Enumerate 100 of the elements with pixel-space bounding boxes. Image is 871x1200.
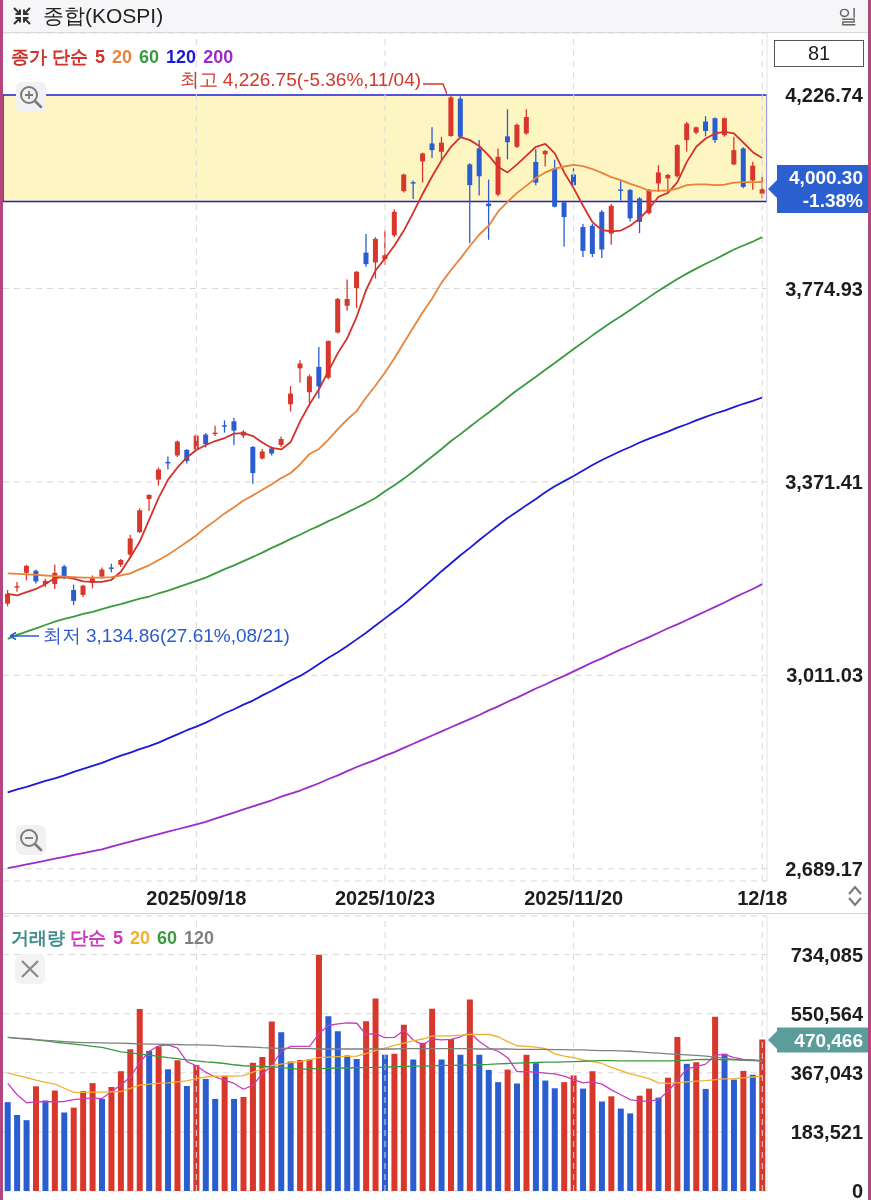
text: 일 xyxy=(838,5,858,27)
candlestick xyxy=(344,278,350,312)
y-tick-label: 3,371.41 xyxy=(785,470,863,493)
bar xyxy=(127,1049,134,1191)
text: 60 xyxy=(157,927,178,949)
candlestick xyxy=(288,385,294,413)
bar xyxy=(353,1058,360,1191)
bar xyxy=(344,1055,351,1191)
bar xyxy=(410,1059,417,1191)
text: 120 xyxy=(166,46,197,68)
candlestick xyxy=(410,179,416,200)
bar xyxy=(655,1097,662,1191)
bar xyxy=(551,1088,558,1191)
candlestick xyxy=(467,162,473,244)
bar xyxy=(542,1080,549,1191)
bar xyxy=(702,1088,709,1191)
line-series xyxy=(7,1036,763,1062)
bar xyxy=(617,1108,624,1191)
x-tick-label: 2025/11/20 xyxy=(524,887,624,909)
bar xyxy=(117,1071,124,1191)
bar xyxy=(466,999,473,1191)
bar xyxy=(683,1063,690,1191)
bar xyxy=(532,1063,539,1191)
bar xyxy=(693,1062,700,1191)
bar xyxy=(749,1074,756,1191)
bar xyxy=(259,1057,266,1191)
bar xyxy=(561,1082,568,1191)
bar xyxy=(14,1115,21,1191)
bar xyxy=(80,1091,87,1191)
bar xyxy=(476,1054,483,1191)
chart-title: 종합(KOSPI) xyxy=(43,4,164,27)
bar xyxy=(155,1046,162,1191)
bar xyxy=(51,1090,58,1191)
bar xyxy=(664,1077,671,1191)
candlestick xyxy=(71,583,77,606)
candlestick xyxy=(429,126,435,159)
bar xyxy=(712,1016,719,1191)
candlestick xyxy=(438,136,444,161)
bar xyxy=(165,1069,172,1191)
bar xyxy=(325,1016,332,1191)
bar xyxy=(146,1050,153,1191)
text: 5 xyxy=(95,46,106,68)
bar xyxy=(608,1096,615,1191)
bar xyxy=(457,1054,464,1191)
bar xyxy=(646,1088,653,1191)
legend-title: 종가 단순 xyxy=(11,47,89,67)
candlestick xyxy=(580,223,586,258)
candlestick xyxy=(306,373,312,404)
candlestick xyxy=(561,200,567,248)
bar xyxy=(231,1098,238,1191)
bar xyxy=(287,1061,294,1191)
bar xyxy=(23,1120,30,1191)
candlestick xyxy=(354,270,360,309)
bar xyxy=(589,1071,596,1191)
bar xyxy=(514,1083,521,1191)
bar xyxy=(32,1086,39,1191)
bar xyxy=(580,1088,587,1191)
bar xyxy=(495,1082,502,1191)
y-tick-label: 183,521 xyxy=(790,1120,863,1143)
candlestick xyxy=(533,148,539,186)
bar xyxy=(598,1101,605,1191)
bar xyxy=(429,1008,436,1191)
text: 20 xyxy=(130,927,151,949)
annotation: 최저 3,134.86(27.61%,08/21) xyxy=(42,625,290,647)
y-tick-label: 3,011.03 xyxy=(786,664,863,687)
candlestick xyxy=(372,236,378,280)
text: 60 xyxy=(139,46,160,68)
bar xyxy=(108,1086,115,1191)
bar xyxy=(740,1070,747,1191)
legend-title: 거래량 단순 xyxy=(11,928,107,948)
text: 200 xyxy=(203,46,234,68)
candlestick xyxy=(637,196,643,234)
y-tick-label: 0 xyxy=(851,1180,863,1200)
y-tick-label: 2,689.17 xyxy=(785,857,863,880)
y-tick-label: 367,043 xyxy=(790,1061,863,1084)
text: 120 xyxy=(184,927,215,949)
y-tick-label: 4,226.74 xyxy=(785,84,864,107)
candlestick xyxy=(155,466,161,487)
candlestick xyxy=(363,233,369,268)
text: 5 xyxy=(113,927,124,949)
bar xyxy=(249,1062,256,1191)
x-tick-label: 2025/10/23 xyxy=(334,887,436,909)
candlestick xyxy=(655,164,661,193)
candlestick xyxy=(703,115,709,138)
bar xyxy=(523,1054,530,1191)
bar xyxy=(504,1069,511,1191)
bar xyxy=(438,1059,445,1191)
candlestick xyxy=(712,116,718,144)
y-tick-label: 3,774.93 xyxy=(785,277,863,300)
text: 4,000.30 -1.38% xyxy=(789,167,863,212)
text: 20 xyxy=(112,46,133,68)
candlestick xyxy=(231,417,237,446)
candlestick xyxy=(523,108,529,136)
x-tick-label: 2025/09/18 xyxy=(146,887,247,909)
line-series xyxy=(6,583,764,870)
y-tick-label: 550,564 xyxy=(790,1002,864,1025)
candlestick xyxy=(514,122,520,149)
candlestick xyxy=(618,179,624,202)
bar xyxy=(136,1009,143,1191)
bar xyxy=(372,998,379,1191)
